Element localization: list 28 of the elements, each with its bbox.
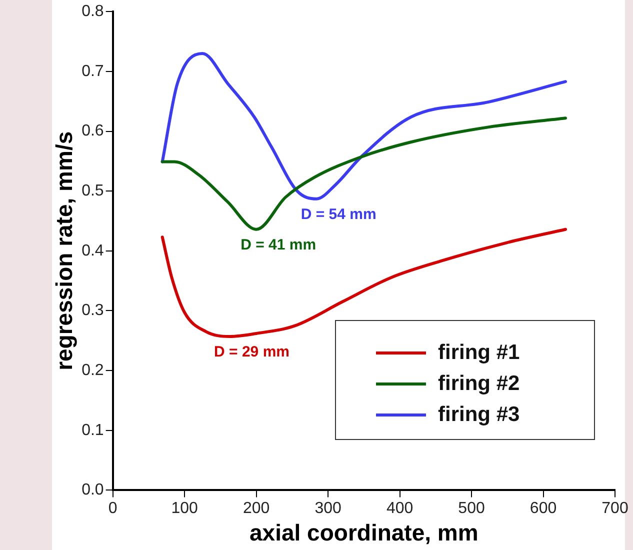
annotation: D = 54 mm xyxy=(300,206,376,223)
y-axis-title: regression rate, mm/s xyxy=(51,131,78,370)
y-tick-label: 0.2 xyxy=(82,362,104,379)
y-tick-label: 0.0 xyxy=(82,482,104,499)
annotation: D = 29 mm xyxy=(214,344,290,361)
y-tick-label: 0.5 xyxy=(82,182,104,200)
x-tick-label: 200 xyxy=(242,500,270,518)
legend-label: firing #1 xyxy=(438,340,520,365)
y-tick-label: 0.4 xyxy=(82,242,104,260)
y-tick-label: 0.6 xyxy=(82,122,104,140)
line-series xyxy=(160,228,567,338)
x-tick-label: 100 xyxy=(171,500,198,518)
line-series xyxy=(160,116,567,231)
x-axis-title: axial coordinate, mm xyxy=(250,520,478,546)
legend-label: firing #2 xyxy=(438,372,520,396)
x-tick-label: 600 xyxy=(530,500,557,518)
x-tick-label: 400 xyxy=(386,500,414,518)
y-tick-label: 0.3 xyxy=(82,302,104,320)
y-tick-label: 0.1 xyxy=(82,422,104,439)
legend-label: firing #3 xyxy=(438,402,520,427)
y-tick-label: 0.7 xyxy=(82,62,104,80)
x-tick-label: 700 xyxy=(602,500,628,518)
x-tick-label: 500 xyxy=(458,500,485,518)
y-tick-label: 0.8 xyxy=(82,3,104,20)
x-tick-label: 0 xyxy=(108,500,118,518)
line-series xyxy=(160,52,567,200)
x-tick-label: 300 xyxy=(314,500,342,518)
annotation: D = 41 mm xyxy=(240,236,316,254)
